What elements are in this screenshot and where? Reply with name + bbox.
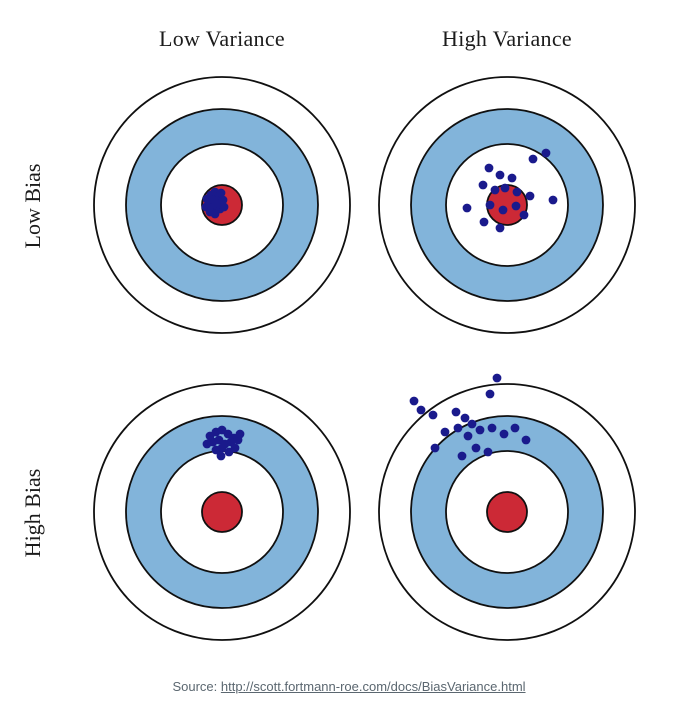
shot-dot bbox=[484, 163, 494, 173]
shot-dot bbox=[430, 443, 440, 453]
column-header-high-variance: High Variance bbox=[442, 26, 572, 51]
shot-dot bbox=[507, 173, 517, 183]
shot-dot bbox=[453, 423, 463, 433]
shot-dot bbox=[487, 423, 497, 433]
shot-dot bbox=[548, 195, 558, 205]
shot-dot bbox=[219, 202, 229, 212]
shot-dot bbox=[483, 447, 493, 457]
target-high-bias-high-variance bbox=[378, 373, 636, 641]
target-high-bias-low-variance bbox=[93, 383, 351, 641]
shot-dot bbox=[485, 389, 495, 399]
shot-dot bbox=[218, 195, 228, 205]
shot-dot bbox=[217, 443, 227, 453]
source-prefix: Source: bbox=[172, 679, 221, 694]
shot-dot bbox=[416, 405, 426, 415]
source-link[interactable]: http://scott.fortmann-roe.com/docs/BiasV… bbox=[220, 679, 526, 694]
shot-dot bbox=[510, 423, 520, 433]
shot-dot bbox=[495, 223, 505, 233]
shot-dot bbox=[485, 200, 495, 210]
shot-dot bbox=[460, 413, 470, 423]
shot-dot bbox=[500, 183, 510, 193]
shot-dot bbox=[495, 170, 505, 180]
shot-dot bbox=[428, 410, 438, 420]
row-label-low-bias: Low Bias bbox=[20, 163, 45, 249]
target-low-bias-high-variance bbox=[378, 76, 636, 334]
source-caption: Source: http://scott.fortmann-roe.com/do… bbox=[0, 679, 698, 694]
shot-dot bbox=[512, 187, 522, 197]
shot-dot bbox=[230, 443, 240, 453]
shot-dot bbox=[519, 210, 529, 220]
shot-dot bbox=[499, 429, 509, 439]
target-ring bbox=[201, 491, 243, 533]
target-ring bbox=[486, 491, 528, 533]
shot-dot bbox=[216, 188, 226, 198]
shot-dot bbox=[463, 431, 473, 441]
shot-dot bbox=[478, 180, 488, 190]
shot-dot bbox=[492, 373, 502, 383]
shot-dot bbox=[490, 185, 500, 195]
shot-dot bbox=[521, 435, 531, 445]
shot-dot bbox=[409, 396, 419, 406]
column-header-low-variance: Low Variance bbox=[159, 26, 285, 51]
shot-dot bbox=[451, 407, 461, 417]
shot-dot bbox=[467, 419, 477, 429]
shot-dot bbox=[235, 429, 245, 439]
shot-dot bbox=[471, 443, 481, 453]
shot-dot bbox=[528, 154, 538, 164]
target-low-bias-low-variance bbox=[93, 76, 351, 334]
shot-dot bbox=[511, 201, 521, 211]
shot-dot bbox=[457, 451, 467, 461]
shot-dot bbox=[541, 148, 551, 158]
row-label-high-bias: High Bias bbox=[20, 468, 45, 558]
shot-dot bbox=[479, 217, 489, 227]
shot-dot bbox=[498, 205, 508, 215]
shot-dot bbox=[440, 427, 450, 437]
shot-dot bbox=[216, 451, 226, 461]
shot-dot bbox=[210, 209, 220, 219]
shot-dot bbox=[525, 191, 535, 201]
shot-dot bbox=[462, 203, 472, 213]
shot-dot bbox=[475, 425, 485, 435]
